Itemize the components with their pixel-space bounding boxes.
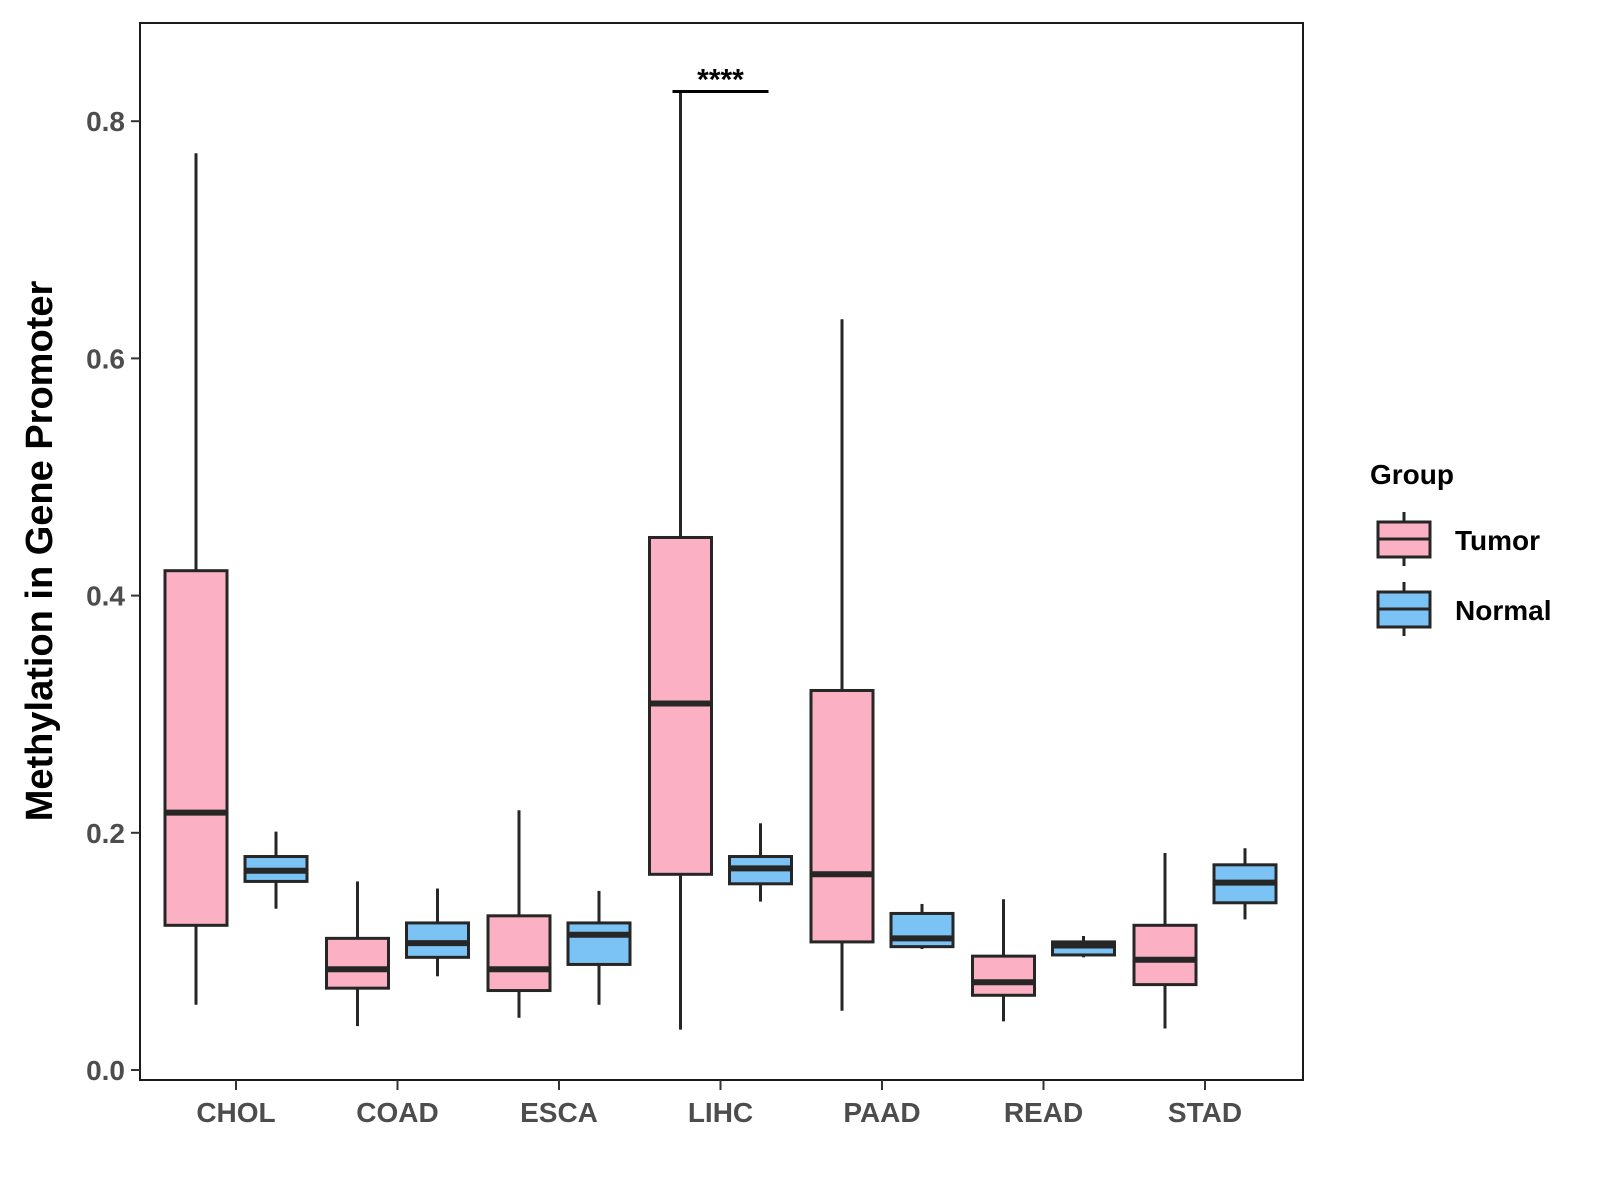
legend-item-normal: Normal xyxy=(1376,582,1551,636)
y-tick-label: 0.6 xyxy=(86,343,125,374)
box-body xyxy=(486,914,552,993)
legend-label: Normal xyxy=(1455,595,1551,626)
box-tumor-stad xyxy=(1132,852,1198,1029)
y-axis: 0.0 0.2 0.4 0.6 0.8 xyxy=(86,106,140,1086)
box-body xyxy=(889,911,955,949)
legend-label: Tumor xyxy=(1455,525,1540,556)
box-body xyxy=(163,569,229,927)
x-tick-label: ESCA xyxy=(520,1097,598,1128)
y-tick-label: 0.8 xyxy=(86,106,125,137)
box-normal-chol xyxy=(243,831,309,909)
box-body xyxy=(325,936,390,990)
box-series xyxy=(163,90,1278,1030)
box-normal-coad xyxy=(405,888,470,977)
y-tick-label: 0.0 xyxy=(86,1055,125,1086)
box-tumor-read xyxy=(971,899,1036,1022)
box-normal-read xyxy=(1051,935,1116,958)
box-body xyxy=(566,921,632,966)
x-tick-label: READ xyxy=(1004,1097,1083,1128)
plot-panel xyxy=(139,22,1304,1081)
significance-annotations: **** xyxy=(672,64,769,97)
box-body xyxy=(809,688,875,944)
x-tick-label: PAAD xyxy=(843,1097,920,1128)
significance-label: **** xyxy=(697,64,744,97)
x-tick-label: CHOL xyxy=(196,1097,275,1128)
box-normal-paad xyxy=(889,903,955,950)
x-tick-label: STAD xyxy=(1168,1097,1242,1128)
box-tumor-esca xyxy=(486,810,552,1018)
box-tumor-chol xyxy=(163,153,229,1005)
box-normal-stad xyxy=(1212,848,1278,920)
box-normal-lihc xyxy=(728,823,793,902)
box-tumor-paad xyxy=(809,319,875,1011)
box-body xyxy=(1132,923,1198,987)
y-tick-label: 0.2 xyxy=(86,818,125,849)
box-normal-esca xyxy=(566,890,632,1005)
box-body xyxy=(971,954,1036,997)
legend-item-tumor: Tumor xyxy=(1376,512,1540,566)
legend: Group Tumor Normal xyxy=(1370,459,1551,636)
y-tick-label: 0.4 xyxy=(86,581,125,612)
box-tumor-lihc xyxy=(648,90,713,1030)
y-axis-title: Methylation in Gene Promoter xyxy=(19,281,61,822)
x-axis: CHOL COAD ESCA LIHC PAAD READ STAD xyxy=(196,1080,1242,1128)
x-tick-label: COAD xyxy=(356,1097,438,1128)
x-tick-label: LIHC xyxy=(688,1097,753,1128)
legend-title: Group xyxy=(1370,459,1454,490)
box-tumor-coad xyxy=(325,881,390,1027)
